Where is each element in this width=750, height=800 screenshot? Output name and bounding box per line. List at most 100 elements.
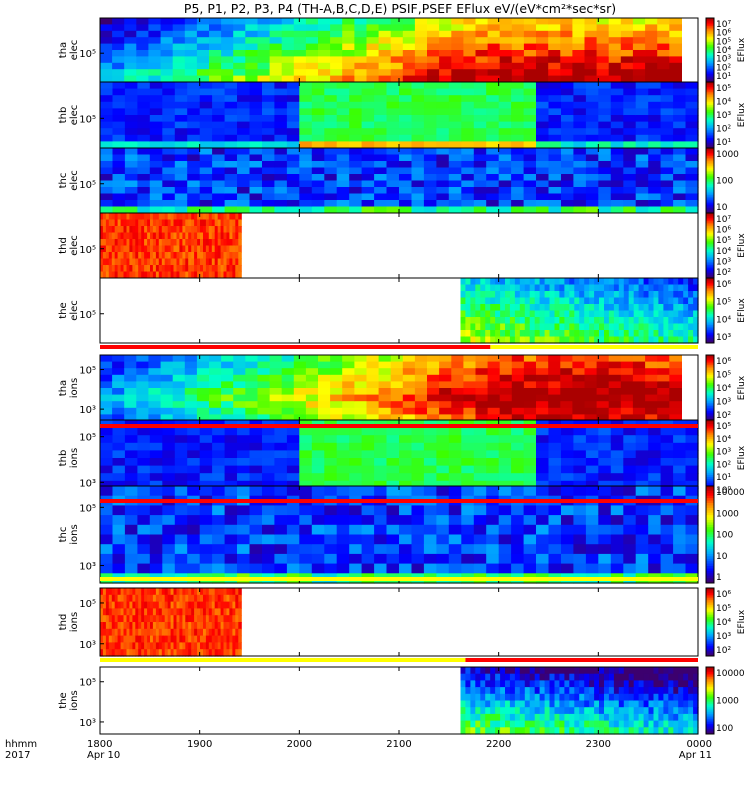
heat-cell — [136, 56, 149, 64]
heat-cell — [423, 442, 437, 451]
heat-cell — [548, 161, 562, 169]
heat-cell — [475, 401, 489, 409]
heat-cell — [262, 108, 276, 116]
heat-cell — [448, 82, 462, 90]
heat-cell — [281, 75, 295, 83]
heat-cell — [463, 18, 477, 25]
heat-cell — [436, 141, 450, 149]
heat-cell — [648, 115, 662, 123]
heat-cell — [411, 193, 425, 201]
heat-cell — [534, 330, 541, 338]
heat-cell — [643, 310, 650, 318]
heat-cell — [249, 193, 263, 201]
colorbar-swatch — [706, 42, 714, 45]
heat-cell — [596, 56, 610, 64]
heat-cell — [386, 480, 400, 489]
heat-cell — [354, 388, 368, 396]
heat-cell — [220, 232, 225, 240]
colorbar-swatch — [706, 632, 714, 635]
heat-cell — [354, 75, 368, 83]
heat-cell — [129, 245, 133, 253]
heat-cell — [158, 622, 163, 630]
heat-cell — [448, 515, 462, 526]
colorbar-swatch — [706, 435, 714, 438]
heat-cell — [226, 608, 230, 616]
heat-cell — [176, 245, 180, 253]
heat-cell — [170, 232, 175, 240]
heat-cell — [402, 37, 416, 45]
heat-cell — [185, 245, 189, 253]
heat-cell — [463, 407, 477, 415]
heat-cell — [349, 544, 363, 555]
heat-cell — [100, 388, 113, 396]
heat-cell — [129, 232, 133, 240]
heat-cell — [645, 24, 658, 32]
heat-cell — [610, 108, 624, 116]
heat-cell — [498, 480, 512, 489]
heat-cell — [155, 232, 160, 240]
heat-cell — [448, 148, 462, 156]
heat-cell — [124, 473, 138, 482]
heat-cell — [620, 30, 634, 38]
heat-cell — [212, 473, 226, 482]
heat-cell — [150, 271, 154, 279]
y-tick-label: 10³ — [79, 478, 96, 489]
heat-cell — [324, 442, 338, 451]
heat-cell — [167, 239, 172, 247]
heat-cell — [129, 642, 133, 650]
colorbar-swatch — [706, 421, 714, 425]
heat-cell — [523, 75, 537, 83]
heat-cell — [299, 115, 313, 123]
heat-cell — [152, 615, 157, 623]
heat-cell — [161, 219, 166, 227]
colorbar-swatch — [706, 119, 714, 122]
colorbar-swatch — [706, 66, 714, 69]
heat-cell — [144, 601, 148, 609]
heat-cell — [536, 553, 550, 565]
heat-cell — [548, 553, 562, 565]
heat-cell — [685, 95, 699, 103]
heat-cell — [473, 465, 487, 474]
heat-cell — [402, 374, 416, 382]
heat-cell — [549, 304, 555, 312]
heat-cell — [164, 635, 169, 643]
colorbar-swatch — [706, 313, 714, 316]
heat-cell — [673, 486, 687, 497]
heat-cell — [274, 88, 288, 96]
heat-cell — [486, 563, 500, 574]
heat-cell — [366, 407, 380, 415]
heat-cell — [212, 450, 226, 459]
colorbar-swatch — [706, 106, 714, 109]
heat-cell — [182, 219, 186, 227]
heat-cell — [100, 635, 104, 643]
heat-cell — [311, 435, 325, 444]
heat-cell — [117, 265, 122, 273]
heat-cell — [589, 297, 595, 305]
heat-cell — [569, 278, 575, 286]
heat-cell — [423, 473, 437, 482]
panel-label-probe: tha — [58, 380, 69, 396]
heat-cell — [436, 486, 450, 497]
heat-cell — [155, 239, 160, 247]
heat-cell — [176, 232, 180, 240]
heat-cell — [194, 226, 198, 234]
heat-cell — [185, 601, 189, 609]
heat-cell — [374, 167, 388, 175]
heat-cell — [173, 226, 177, 234]
heat-cell — [399, 134, 413, 142]
heat-cell — [141, 628, 145, 637]
heat-cell — [628, 330, 635, 338]
heat-cell — [336, 442, 350, 451]
heat-cell — [112, 473, 126, 482]
heat-cell — [436, 180, 450, 188]
heat-cell — [390, 50, 404, 57]
heat-cell — [645, 355, 658, 363]
heat-cell — [249, 515, 263, 526]
heat-cell — [643, 278, 650, 286]
colorbar-swatch — [706, 18, 714, 21]
panel-label-species: ions — [69, 448, 80, 468]
heat-cell — [238, 649, 242, 657]
heat-cell — [211, 245, 216, 253]
heat-cell — [361, 134, 375, 142]
